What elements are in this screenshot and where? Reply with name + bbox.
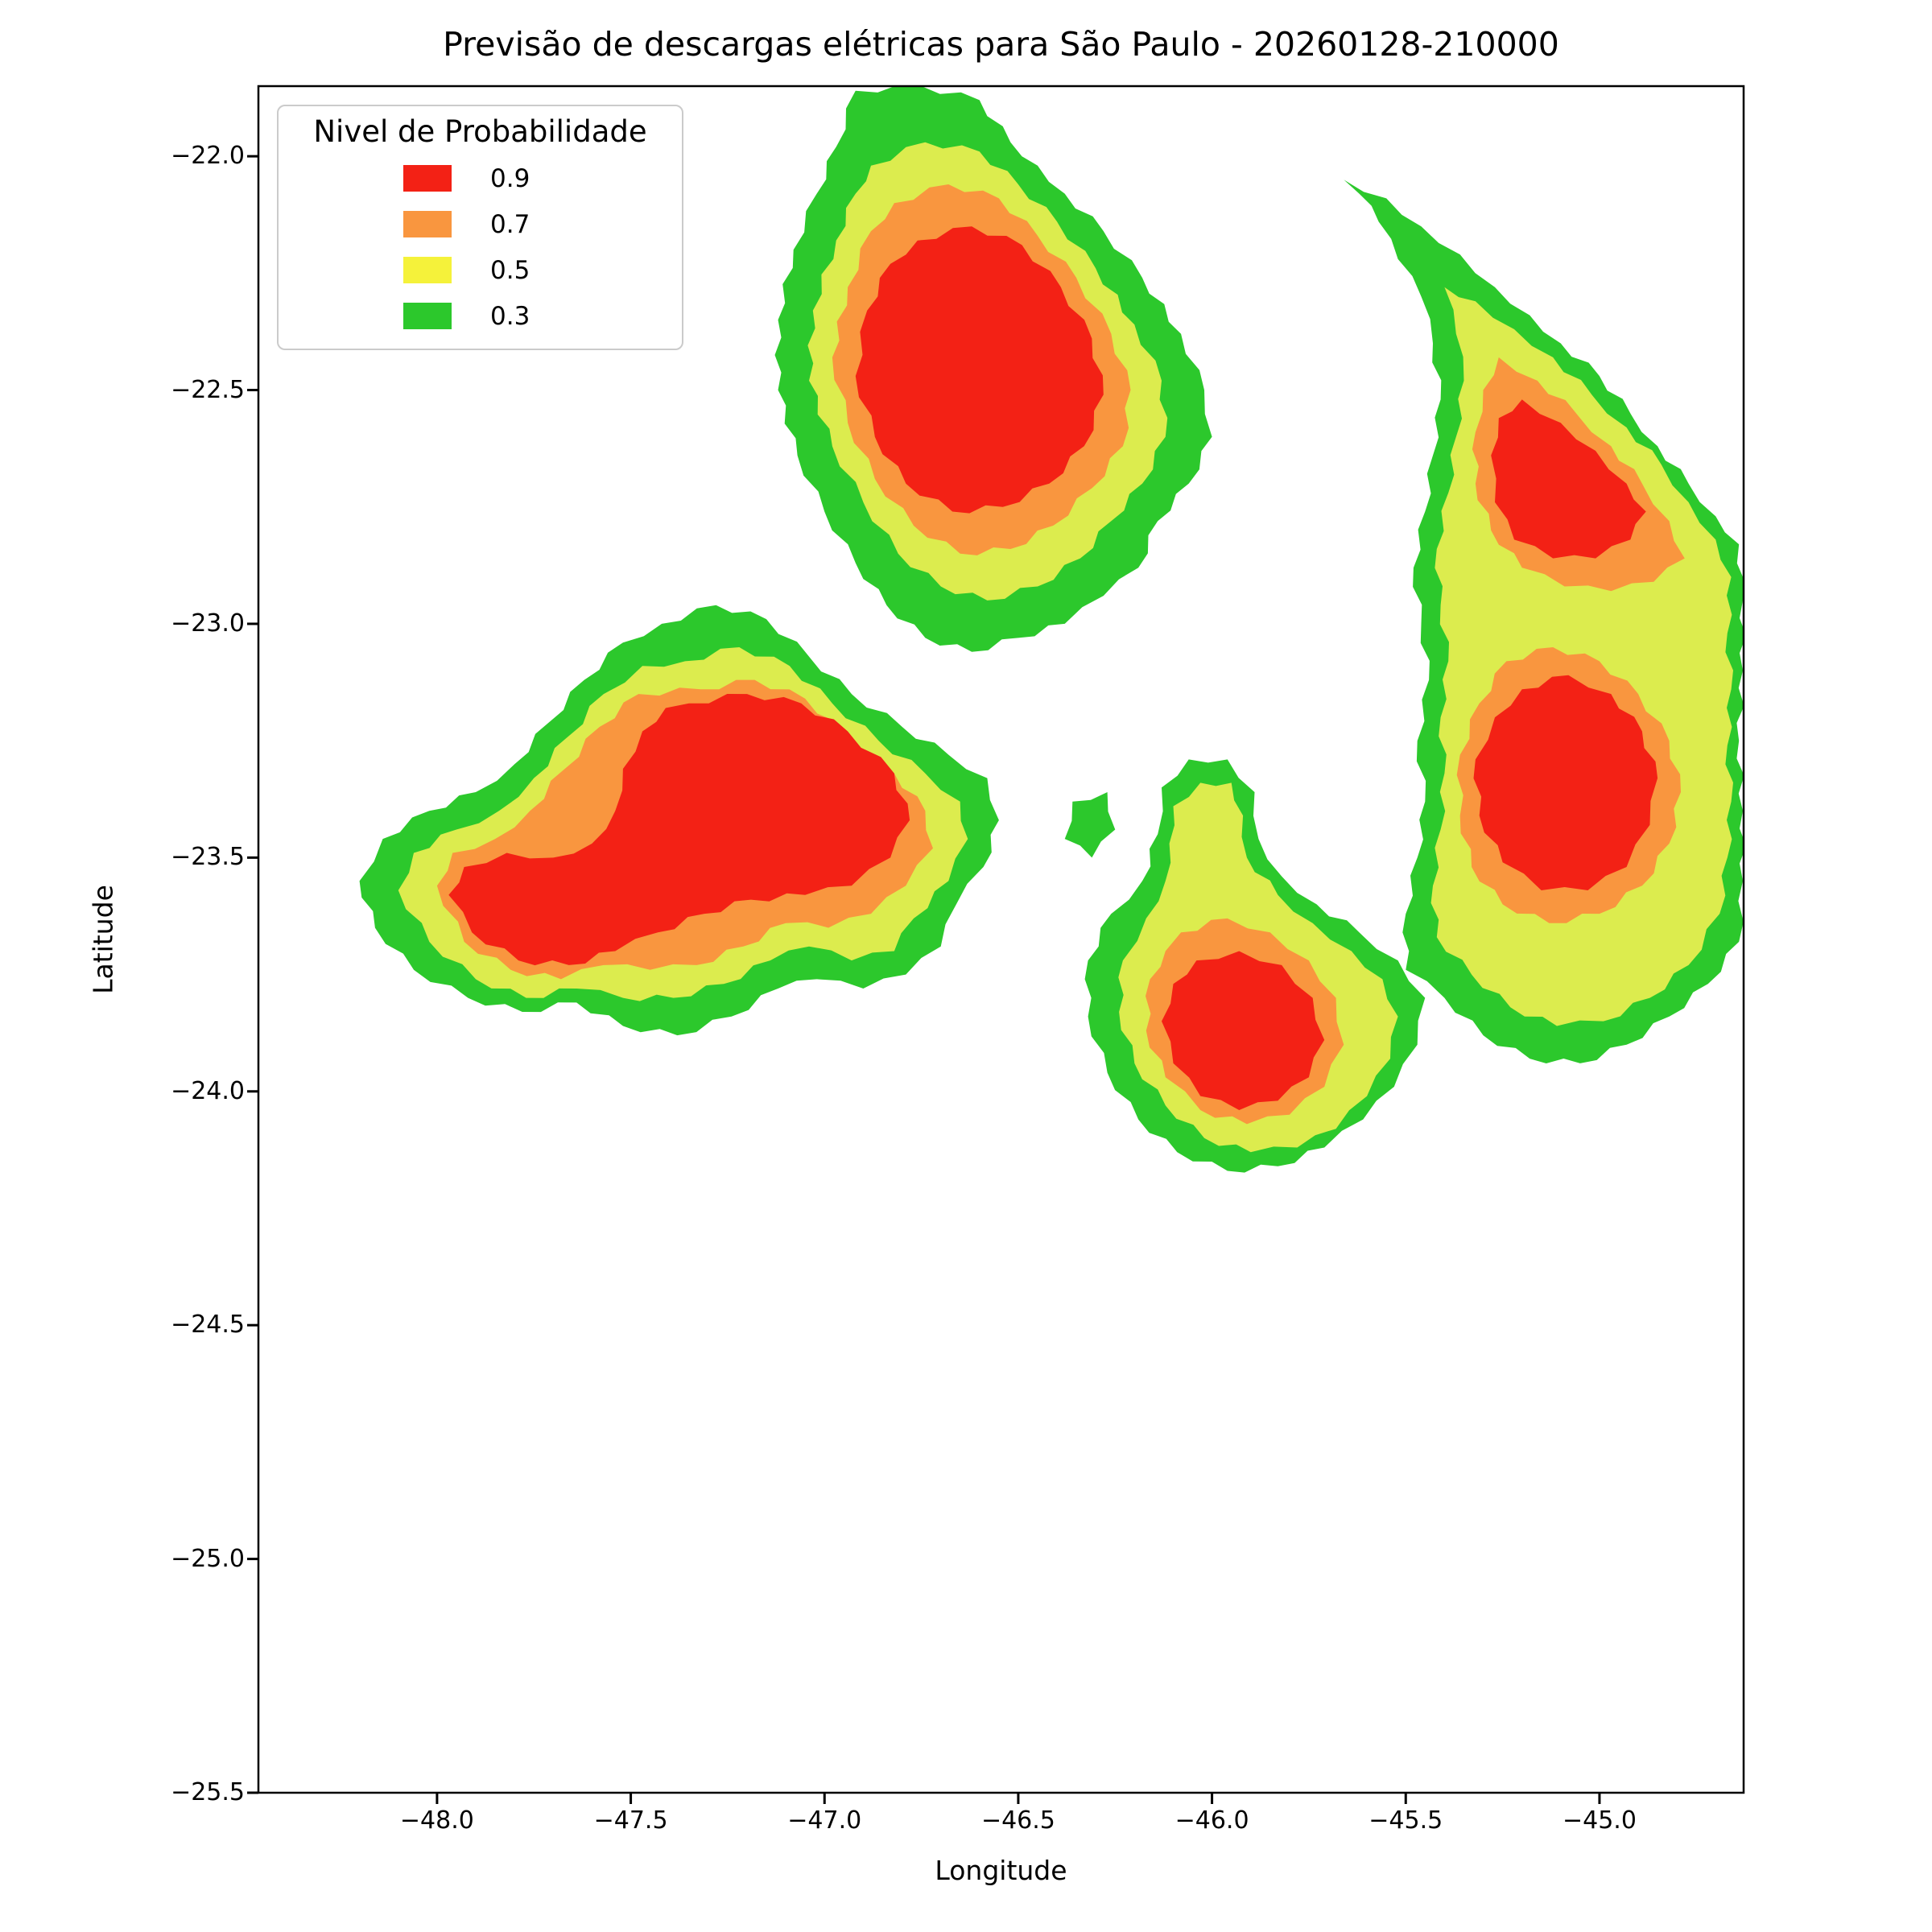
contour-region-west-cell-fragment-p0.3 [1064, 792, 1116, 858]
contour-region-west-cell-p0.9 [448, 694, 910, 966]
legend-swatch-0-5 [403, 257, 452, 283]
legend-entry-0-9: 0.9 [279, 155, 682, 201]
x-tick-label: −45.0 [1562, 1806, 1637, 1835]
legend-label-0-5: 0.5 [490, 255, 530, 285]
x-tick-label: −48.0 [399, 1806, 474, 1835]
x-tick-label: −45.5 [1368, 1806, 1443, 1835]
legend-swatch-0-3 [403, 303, 452, 329]
contour-region-east-upper-cell-p0.9 [1491, 399, 1646, 559]
y-tick-label: −24.5 [171, 1311, 245, 1340]
y-tick-label: −24.0 [171, 1076, 245, 1105]
legend-entry-0-7: 0.7 [279, 201, 682, 247]
legend-entry-0-5: 0.5 [279, 247, 682, 293]
contour-region-east-lower-cell-p0.9 [1473, 675, 1658, 890]
legend-swatch-0-9 [403, 165, 452, 192]
x-axis-label: Longitude [935, 1855, 1067, 1886]
y-tick-label: −25.5 [171, 1778, 245, 1806]
y-axis-label: Latitude [87, 885, 119, 994]
y-tick-label: −23.5 [171, 843, 245, 872]
chart-title: Previsão de descargas elétricas para São… [443, 25, 1559, 64]
contour-region-north-cell-p0.9 [855, 226, 1104, 514]
y-tick-label: −22.5 [171, 375, 245, 404]
legend-label-0-9: 0.9 [490, 163, 530, 193]
legend: Nivel de Probabilidade 0.9 0.7 0.5 0.3 [277, 105, 683, 350]
x-tick-label: −46.5 [980, 1806, 1055, 1835]
y-tick-label: −22.0 [171, 142, 245, 171]
legend-swatch-0-7 [403, 211, 452, 237]
legend-label-0-3: 0.3 [490, 301, 530, 331]
axes-frame [257, 85, 1745, 1794]
legend-label-0-7: 0.7 [490, 209, 530, 239]
contour-layers [359, 86, 1744, 1173]
y-tick-label: −25.0 [171, 1544, 245, 1573]
y-tick-label: −23.0 [171, 609, 245, 638]
x-tick-label: −46.0 [1174, 1806, 1249, 1835]
legend-title: Nivel de Probabilidade [313, 114, 647, 149]
legend-entry-0-3: 0.3 [279, 293, 682, 339]
x-tick-label: −47.5 [593, 1806, 668, 1835]
contour-region-south-central-cell-p0.9 [1162, 951, 1325, 1110]
x-tick-label: −47.0 [787, 1806, 862, 1835]
